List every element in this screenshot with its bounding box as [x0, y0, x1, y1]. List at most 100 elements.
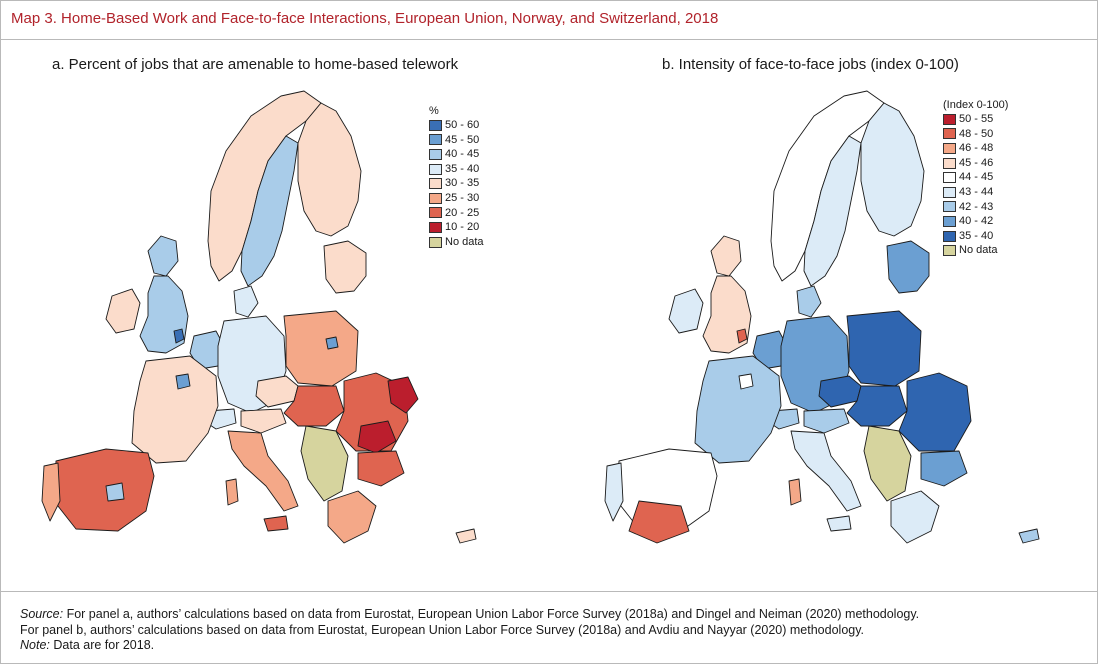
region-france: [131, 355, 219, 464]
region-romania: [898, 372, 972, 452]
source-line-1: Source: For panel a, authors’ calculatio…: [20, 607, 919, 623]
region-london: [173, 328, 185, 344]
b-legend-item: 44 - 45: [943, 170, 1008, 185]
region-bulgaria: [357, 450, 405, 487]
b-legend-label: No data: [959, 244, 998, 257]
region-italy: [227, 430, 299, 512]
region-sardinia: [225, 478, 239, 506]
b-legend-label: 40 - 42: [959, 215, 994, 228]
region-denmark: [796, 285, 822, 318]
a-legend-label: 20 - 25: [445, 206, 480, 219]
region-finland: [297, 102, 362, 237]
legend-b-heading: (Index 0-100): [943, 99, 1009, 111]
region-czechia: [818, 375, 862, 408]
region-finland: [860, 102, 925, 237]
b-legend-item: 48 - 50: [943, 127, 1008, 142]
b-legend-swatch: [943, 201, 956, 213]
region-warsaw: [325, 336, 339, 350]
a-legend-swatch: [429, 119, 442, 131]
region-cyprus: [455, 528, 477, 544]
a-legend-item: 10 - 20: [429, 220, 484, 235]
region-england: [702, 275, 752, 354]
a-legend-label: 35 - 40: [445, 162, 480, 175]
b-legend-label: 44 - 45: [959, 171, 994, 184]
b-legend-swatch: [943, 157, 956, 169]
region-portugal: [41, 462, 61, 522]
map-title: Map 3. Home-Based Work and Face-to-face …: [11, 10, 719, 27]
b-legend-item: 45 - 46: [943, 156, 1008, 171]
region-italy: [790, 430, 862, 512]
region-ireland: [105, 288, 141, 334]
footer: Source: For panel a, authors’ calculatio…: [20, 607, 919, 654]
panel-b-title: b. Intensity of face-to-face jobs (index…: [662, 56, 959, 73]
a-legend-label: No data: [445, 235, 484, 248]
region-madrid: [105, 482, 125, 502]
a-legend-swatch: [429, 148, 442, 160]
region-poland: [846, 310, 922, 387]
a-legend-item: 35 - 40: [429, 162, 484, 177]
region-slovakia-hungary: [283, 385, 345, 427]
region-greece: [327, 490, 377, 544]
b-legend-swatch: [943, 245, 956, 257]
map-b-regions: [604, 90, 1040, 544]
region-cyprus: [1018, 528, 1040, 544]
a-legend-label: 30 - 35: [445, 177, 480, 190]
b-legend-swatch: [943, 113, 956, 125]
b-legend-label: 45 - 46: [959, 156, 994, 169]
b-legend-item: 40 - 42: [943, 214, 1008, 229]
a-legend-item: No data: [429, 235, 484, 250]
region-sweden: [803, 135, 862, 287]
region-sweden: [240, 135, 299, 287]
map-panel-a: [41, 90, 477, 544]
note-text: Data are for 2018.: [53, 638, 155, 652]
a-legend-swatch: [429, 163, 442, 175]
a-legend-item: 25 - 30: [429, 191, 484, 206]
region-romania-s: [357, 420, 397, 454]
a-legend-swatch: [429, 134, 442, 146]
b-legend-swatch: [943, 172, 956, 184]
region-sicily: [263, 515, 289, 532]
a-legend-item: 50 - 60: [429, 118, 484, 133]
b-legend-label: 42 - 43: [959, 200, 994, 213]
source-line-2: For panel b, authors’ calculations based…: [20, 622, 865, 637]
a-legend-swatch: [429, 178, 442, 190]
region-sardinia: [788, 478, 802, 506]
region-poland: [283, 310, 359, 387]
region-spain: [53, 448, 155, 532]
region-paris: [738, 373, 754, 390]
b-legend-item: 42 - 43: [943, 200, 1008, 215]
region-balkans: [300, 425, 349, 502]
b-legend-item: 50 - 55: [943, 112, 1008, 127]
a-legend-item: 40 - 45: [429, 147, 484, 162]
legend-panel-a: % 50 - 60 45 - 50 40 - 45 35 - 40 30 - 35 25 …: [429, 104, 484, 249]
b-legend-label: 43 - 44: [959, 185, 994, 198]
b-legend-swatch: [943, 230, 956, 242]
b-legend-swatch: [943, 142, 956, 154]
note-line: Note: Data are for 2018.: [20, 638, 919, 654]
region-france: [694, 355, 782, 464]
b-legend-swatch: [943, 186, 956, 198]
legend-a-heading: %: [429, 105, 439, 117]
region-paris: [175, 373, 191, 390]
map-panel-b: [604, 90, 1040, 544]
note-label: Note:: [20, 638, 50, 652]
region-ireland: [668, 288, 704, 334]
a-legend-label: 45 - 50: [445, 133, 480, 146]
region-scotland: [710, 235, 742, 277]
source-text-1: For panel a, authors’ calculations based…: [66, 607, 920, 621]
region-andalusia: [628, 500, 690, 544]
region-bulgaria: [920, 450, 968, 487]
a-legend-swatch: [429, 192, 442, 204]
b-legend-swatch: [943, 215, 956, 227]
footer-separator: [1, 591, 1097, 592]
region-balkans: [863, 425, 912, 502]
a-legend-item: 20 - 25: [429, 206, 484, 221]
a-legend-label: 10 - 20: [445, 221, 480, 234]
region-baltics: [886, 240, 930, 294]
region-romania-ne: [387, 376, 419, 414]
region-slovakia-hungary: [846, 385, 908, 427]
b-legend-label: 50 - 55: [959, 113, 994, 125]
region-greece: [890, 490, 940, 544]
region-baltics: [323, 240, 367, 294]
